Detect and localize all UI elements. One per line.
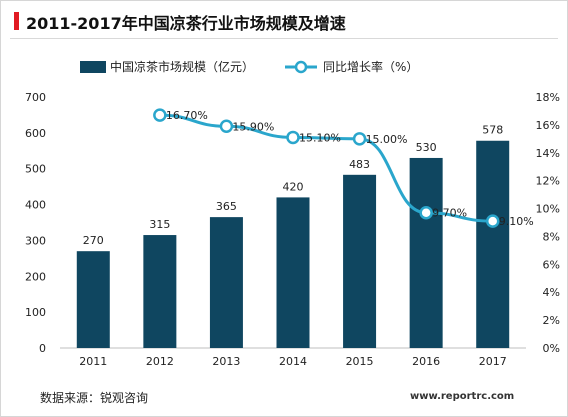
data-source: 数据来源：锐观咨询	[40, 391, 149, 405]
x-tick-label: 2011	[79, 355, 107, 368]
bar-value-label: 578	[482, 124, 503, 137]
growth-point	[153, 108, 167, 122]
growth-point	[485, 214, 500, 228]
growth-point	[352, 132, 367, 146]
y2-tick-label: 4%	[543, 286, 560, 299]
y-tick-label: 700	[25, 91, 46, 104]
x-tick-label: 2016	[412, 355, 440, 368]
growth-point	[286, 130, 300, 145]
bar	[76, 251, 110, 348]
bar	[276, 197, 310, 348]
x-tick-label: 2012	[146, 355, 174, 368]
bar-value-label: 420	[283, 180, 304, 193]
y-tick-label: 0	[39, 342, 46, 355]
growth-point	[219, 119, 234, 134]
y2-tick-label: 8%	[543, 230, 560, 243]
bar	[476, 140, 510, 348]
x-tick-label: 2013	[212, 355, 240, 368]
bar	[343, 174, 377, 348]
y2-tick-label: 2%	[543, 314, 560, 327]
title-accent-mark	[14, 12, 19, 30]
legend-swatch-bar	[80, 61, 106, 73]
bar	[143, 235, 177, 348]
growth-value-label: 9.10%	[499, 215, 534, 228]
bar-value-label: 365	[216, 200, 237, 213]
bar-value-label: 270	[83, 234, 104, 247]
x-tick-label: 2017	[479, 355, 507, 368]
y2-tick-label: 16%	[536, 119, 560, 132]
title-bar: 2011-2017年中国凉茶行业市场规模及增速	[0, 0, 568, 46]
y2-tick-label: 12%	[536, 175, 560, 188]
y2-tick-label: 10%	[536, 203, 560, 216]
x-tick-label: 2015	[346, 355, 374, 368]
bar	[209, 217, 243, 348]
y-tick-label: 100	[25, 306, 46, 319]
bar-value-label: 483	[349, 158, 370, 171]
legend-swatch-marker	[294, 60, 308, 74]
growth-value-label: 15.00%	[366, 133, 408, 146]
y2-tick-label: 18%	[536, 91, 560, 104]
growth-value-label: 16.70%	[166, 109, 208, 122]
bar-value-label: 315	[149, 218, 170, 231]
legend-label-line: 同比增长率（%）	[323, 59, 418, 74]
y-tick-label: 400	[25, 199, 46, 212]
y-tick-label: 200	[25, 270, 46, 283]
y-tick-label: 600	[25, 127, 46, 140]
y2-tick-label: 6%	[543, 258, 560, 271]
growth-point	[419, 205, 433, 220]
x-tick-label: 2014	[279, 355, 307, 368]
y2-tick-label: 0%	[543, 342, 560, 355]
watermark: www.reportrc.com	[410, 391, 515, 402]
bar	[409, 157, 443, 348]
growth-value-label: 9.70%	[432, 207, 467, 220]
title-divider	[10, 38, 558, 39]
legend-label-bar: 中国凉茶市场规模（亿元）	[110, 59, 254, 74]
growth-value-label: 15.10%	[299, 131, 341, 144]
y-tick-label: 300	[25, 234, 46, 247]
bar-value-label: 530	[416, 141, 437, 154]
growth-value-label: 15.90%	[232, 120, 274, 133]
y-tick-label: 500	[25, 163, 46, 176]
chart-title: 2011-2017年中国凉茶行业市场规模及增速	[26, 14, 346, 33]
y2-tick-label: 14%	[536, 147, 560, 160]
